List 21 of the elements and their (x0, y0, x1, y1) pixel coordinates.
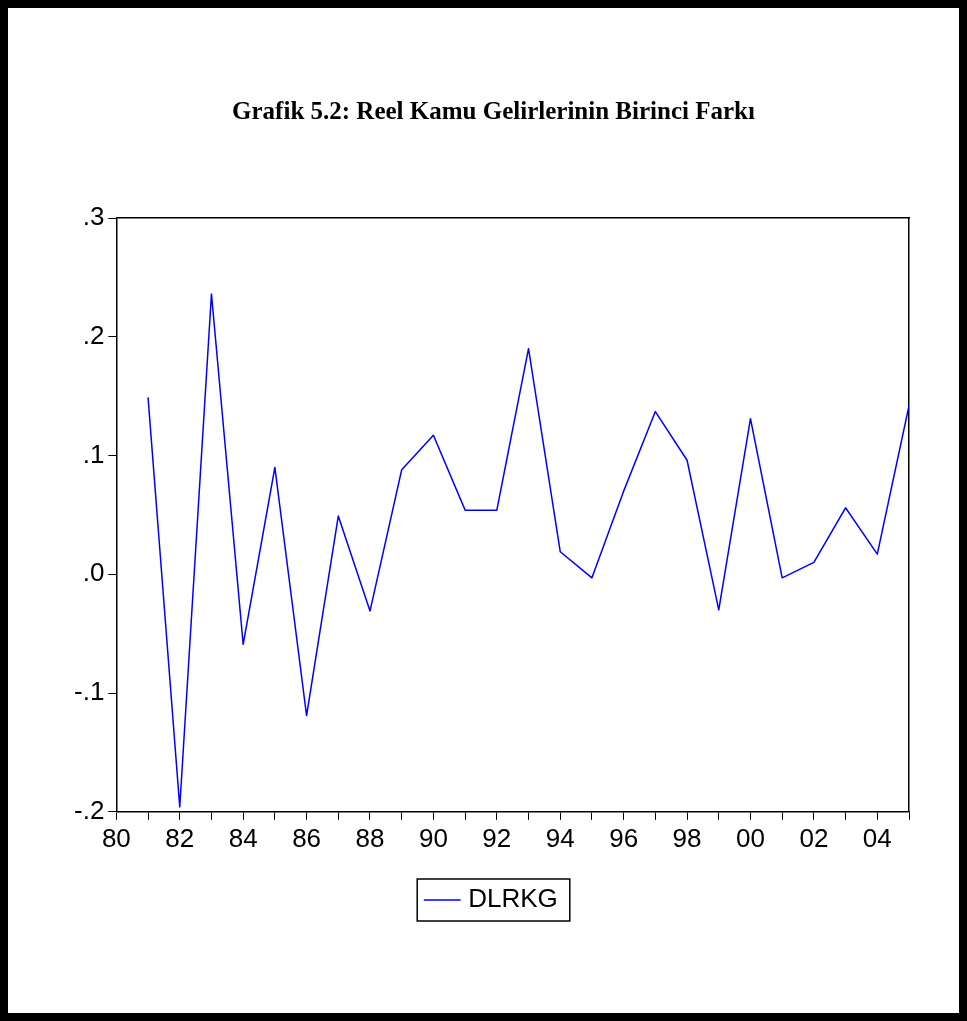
x-tick-label: 96 (609, 822, 639, 853)
x-tick-label: 94 (545, 822, 575, 853)
x-tick-label: 88 (355, 822, 385, 853)
legend-label: DLRKG (468, 883, 558, 914)
x-tick-label: 02 (799, 822, 829, 853)
y-tick-label: .0 (82, 557, 105, 588)
y-tick-label: .1 (82, 438, 105, 469)
x-tick-label: 90 (418, 822, 448, 853)
y-tick-label: -.2 (74, 794, 105, 825)
x-tick-label: 86 (292, 822, 322, 853)
x-tick-label: 92 (482, 822, 512, 853)
x-tick-label: 98 (672, 822, 702, 853)
x-tick-label: 80 (101, 822, 131, 853)
x-tick-label: 00 (736, 822, 765, 853)
y-tick-label: -.1 (74, 676, 105, 707)
y-tick-label: .3 (82, 201, 105, 232)
chart-title: Grafik 5.2: Reel Kamu Gelirlerinin Birinci Farkı (232, 97, 755, 125)
x-tick-label: 04 (862, 822, 892, 853)
y-tick-label: .2 (82, 319, 105, 350)
x-tick-label: 82 (165, 822, 195, 853)
x-tick-label: 84 (228, 822, 258, 853)
